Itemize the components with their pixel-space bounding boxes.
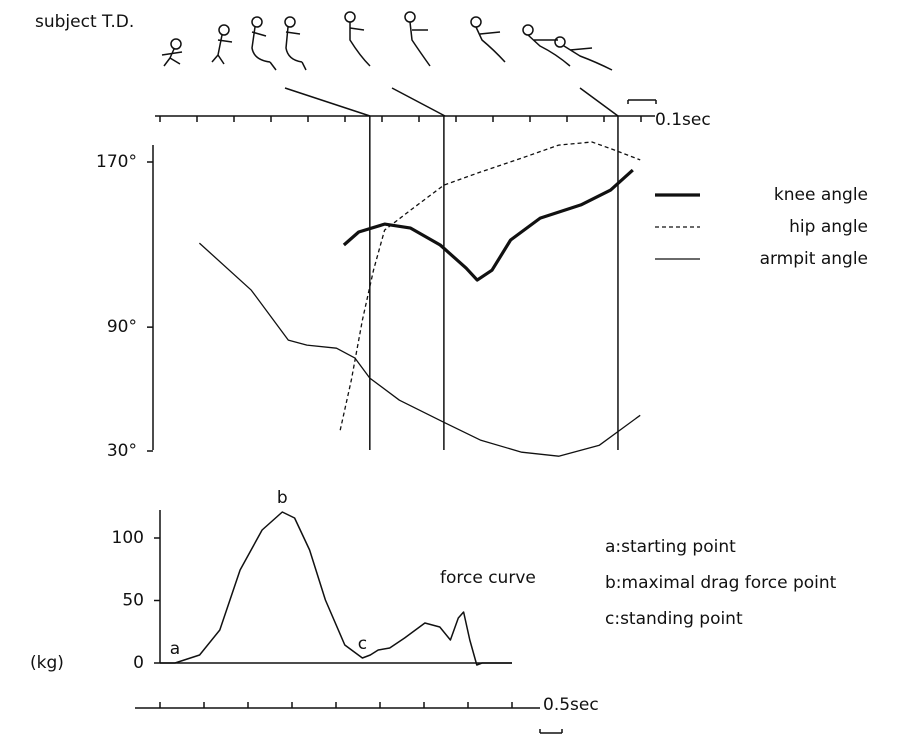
scale-bar-top (627, 99, 657, 104)
force-line (160, 511, 512, 666)
note: b:maximal drag force point (605, 573, 837, 593)
scale-bar-bottom (539, 729, 563, 734)
legend-label: armpit angle (760, 249, 868, 269)
y-tick-label: 30° (107, 441, 137, 461)
note: c:standing point (605, 609, 743, 629)
chart-title: subject T.D. (35, 12, 134, 32)
point-annotation: b (277, 488, 288, 508)
series-line (342, 168, 634, 282)
stick-figures (161, 11, 613, 71)
y-tick-label: 50 (122, 591, 144, 611)
series-line (339, 141, 641, 431)
note: a:starting point (605, 537, 736, 557)
y-tick-label: 100 (112, 528, 144, 548)
x-scale-label: 0.5sec (543, 695, 599, 715)
x-scale-label: 0.1sec (655, 110, 711, 130)
y-tick-label: 90° (107, 317, 137, 337)
chart-title: force curve (440, 568, 536, 588)
series-line (198, 242, 641, 457)
point-annotation: c (358, 634, 367, 654)
time-axis-top (155, 115, 655, 122)
legend-label: hip angle (789, 217, 868, 237)
legend-label: knee angle (774, 185, 868, 205)
connectors (284, 87, 619, 117)
y-tick-label: 170° (96, 152, 137, 172)
y-tick-label: 0 (133, 653, 144, 673)
point-annotation: a (170, 639, 180, 659)
y-axis-label: (kg) (30, 653, 64, 673)
time-axis-bottom (135, 702, 540, 709)
